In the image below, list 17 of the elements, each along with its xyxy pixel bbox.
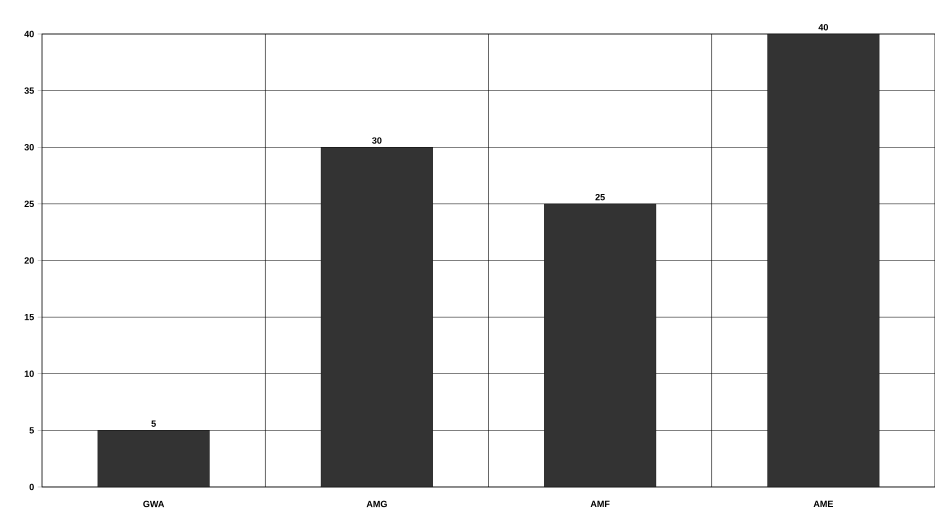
x-tick-label: GWA [143, 500, 164, 508]
y-tick-label: 20 [24, 257, 34, 264]
y-tick-label: 10 [24, 370, 34, 377]
y-tick-label: 40 [24, 30, 34, 38]
y-tick-label: 15 [24, 314, 34, 320]
y-tick-label: 0 [30, 484, 34, 490]
x-tick-label: AMF [590, 500, 610, 507]
y-tick-label: 25 [24, 200, 34, 208]
data-label: 25 [595, 194, 605, 200]
data-label: 30 [372, 137, 382, 144]
y-tick-label: 35 [24, 87, 34, 94]
x-tick-label: AME [814, 500, 834, 507]
data-label: 5 [151, 420, 156, 427]
y-tick-label: 5 [29, 427, 34, 434]
y-tick-label: 30 [24, 144, 34, 150]
x-tick-label: AMG [366, 500, 387, 508]
data-label: 40 [818, 24, 828, 30]
